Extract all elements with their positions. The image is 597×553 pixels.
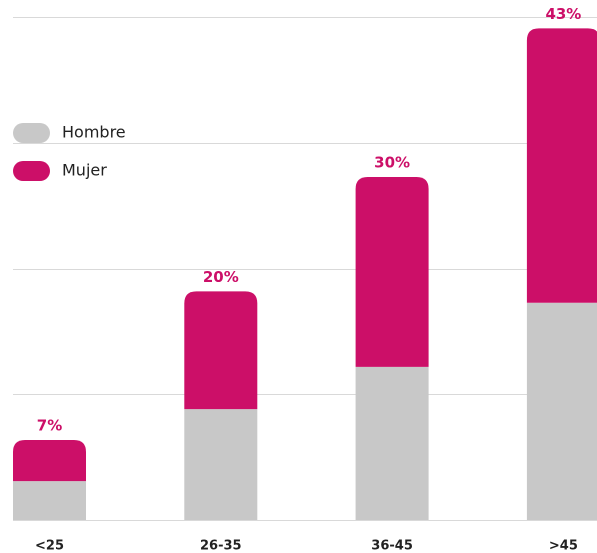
- total-label: 43%: [545, 5, 581, 23]
- total-label: 30%: [374, 154, 410, 172]
- bar-segment: [355, 177, 429, 367]
- legend-label: Mujer: [62, 161, 107, 180]
- bar-segment: [355, 366, 429, 520]
- legend-swatch: [13, 161, 50, 181]
- x-tick-label: 26-35: [200, 539, 242, 553]
- bar-segment: [184, 409, 258, 520]
- bar-segment: [184, 291, 258, 410]
- x-tick-label: <25: [35, 539, 64, 553]
- bar-segment: [526, 28, 597, 303]
- total-label: 7%: [37, 416, 62, 434]
- legend-label: Hombre: [62, 123, 126, 142]
- legend-swatch: [13, 123, 50, 143]
- total-label: 20%: [203, 268, 239, 286]
- bar-segment: [13, 439, 86, 482]
- bar-segment: [526, 302, 597, 520]
- x-tick-label: 36-45: [371, 539, 413, 553]
- bar-segment: [13, 481, 86, 520]
- x-tick-label: >45: [549, 539, 578, 553]
